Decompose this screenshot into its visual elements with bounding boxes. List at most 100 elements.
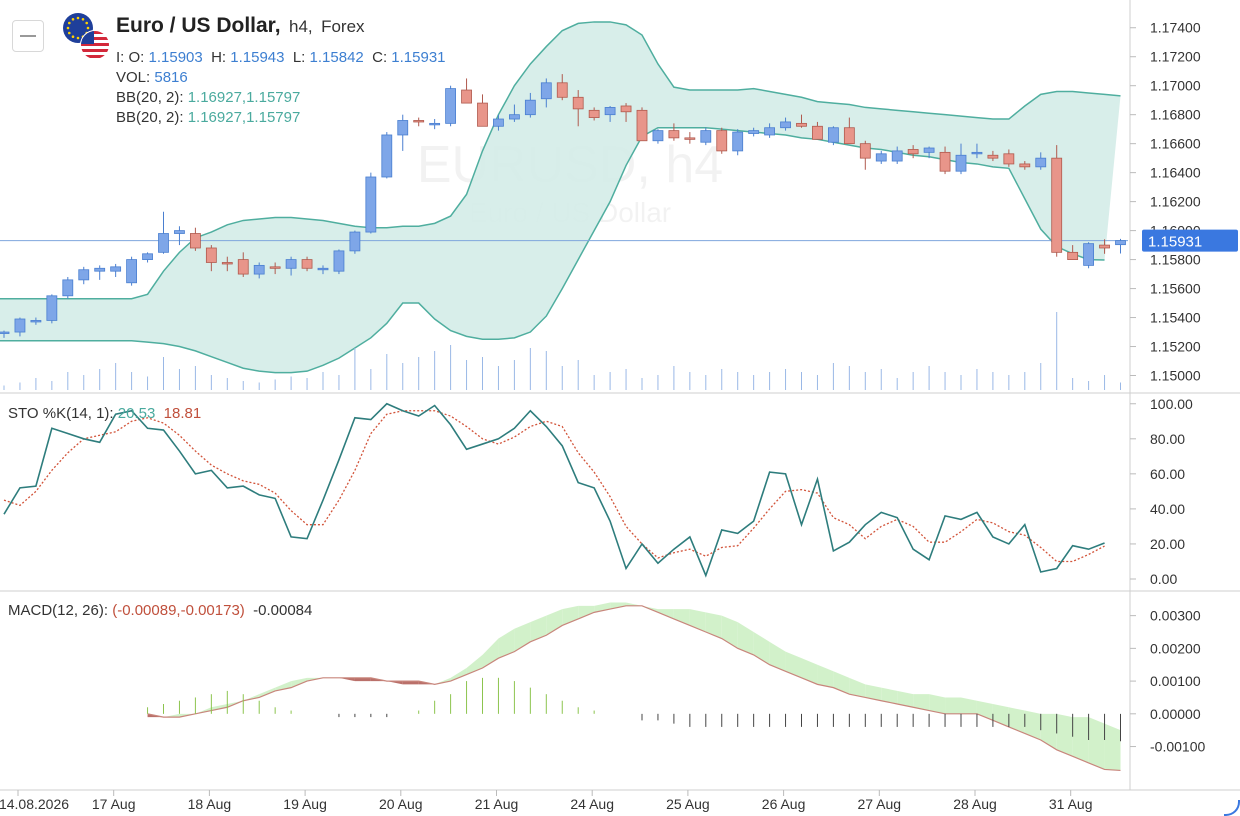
candle xyxy=(875,150,887,164)
open-label: I: O: xyxy=(116,49,145,66)
candle-body xyxy=(46,295,58,321)
candle xyxy=(540,78,552,108)
low-value: 1.15842 xyxy=(309,49,364,66)
time-tick-label: 27 Aug xyxy=(857,796,901,812)
last-price-tag: 1.15931 xyxy=(1142,229,1238,252)
price-tick-label: 1.16600 xyxy=(1150,136,1201,152)
candle xyxy=(636,107,648,142)
candle-body xyxy=(620,105,632,113)
sto-k-value: 20.53 xyxy=(117,405,156,422)
candle xyxy=(365,172,377,234)
close-label: C: xyxy=(372,49,388,66)
candle xyxy=(94,265,106,280)
macd-area-segment xyxy=(530,615,547,642)
time-tick-label: 17 Aug xyxy=(92,796,136,812)
macd-tick-label: 0.00200 xyxy=(1150,640,1201,656)
candle-body xyxy=(748,130,760,134)
candle-body xyxy=(1019,163,1031,168)
candle-body xyxy=(588,109,600,118)
macd-area-segment xyxy=(163,713,180,718)
candle xyxy=(110,263,122,277)
candle-body xyxy=(126,259,137,284)
instrument-name: Euro / US Dollar, xyxy=(116,14,281,37)
macd-area-segment xyxy=(1072,717,1089,763)
collapse-button[interactable] xyxy=(12,20,44,52)
band-upper-line xyxy=(0,21,1121,300)
candle xyxy=(1019,161,1031,170)
macd-area-segment xyxy=(833,671,850,695)
price-tick-label: 1.16400 xyxy=(1150,165,1201,181)
candle-body xyxy=(604,107,616,116)
candle-body xyxy=(700,130,712,143)
candle xyxy=(907,145,919,159)
candle xyxy=(221,256,233,272)
bb-legend-2: BB(20, 2): 1.16927,1.15797 xyxy=(116,108,300,128)
macd-area-segment xyxy=(1024,710,1041,740)
candle xyxy=(843,117,855,145)
candle xyxy=(620,103,632,122)
candle xyxy=(317,265,329,275)
candle xyxy=(1099,239,1110,254)
candle xyxy=(126,256,137,286)
candle xyxy=(429,119,441,130)
candle-body xyxy=(461,89,472,104)
candle-body xyxy=(221,262,233,265)
candle xyxy=(732,129,744,156)
candle xyxy=(1083,242,1094,269)
candle xyxy=(62,276,74,299)
time-tick-label: 21 Aug xyxy=(475,796,519,812)
candle xyxy=(987,150,999,162)
candles[interactable] xyxy=(0,74,1126,338)
time-tick-label: 26 Aug xyxy=(762,796,806,812)
time-tick-label: 18 Aug xyxy=(188,796,232,812)
candle-body xyxy=(413,120,425,123)
candle xyxy=(1035,152,1047,170)
candle xyxy=(413,117,425,127)
macd-area-segment xyxy=(849,677,866,698)
eur-usd-flag-icon xyxy=(63,13,110,60)
market-label: Forex xyxy=(321,17,365,36)
candle-body xyxy=(0,331,10,334)
sto-tick-label: 80.00 xyxy=(1150,431,1185,447)
macd-area-segment xyxy=(1088,717,1105,770)
candle-body xyxy=(269,266,281,269)
macd-area-segment xyxy=(243,694,260,701)
macd-tick-label: 0.00300 xyxy=(1150,608,1201,624)
candle-body xyxy=(636,109,648,142)
low-label: L: xyxy=(292,49,306,66)
sto-tick-label: 100.00 xyxy=(1150,396,1193,412)
candle-body xyxy=(110,266,122,272)
candle-body xyxy=(237,259,249,275)
candle-body xyxy=(572,96,584,110)
candle xyxy=(939,146,951,175)
candle xyxy=(189,227,201,251)
candle xyxy=(971,143,983,159)
candle-body xyxy=(30,320,42,323)
candle xyxy=(205,245,217,272)
macd-label: MACD(12, 26): xyxy=(8,602,109,619)
candle-body xyxy=(987,154,999,159)
time-tick-label: 24 Aug xyxy=(570,796,614,812)
candle-body xyxy=(349,231,361,252)
candle xyxy=(30,317,42,325)
candle-body xyxy=(78,269,90,281)
price-tick-label: 1.17200 xyxy=(1150,49,1201,65)
candle xyxy=(588,107,600,121)
macd-area-segment xyxy=(657,609,674,619)
candle xyxy=(684,132,696,144)
candle-body xyxy=(684,137,696,140)
candle-body xyxy=(843,127,855,145)
macd-area-segment xyxy=(338,677,355,682)
candle xyxy=(0,330,10,338)
candle xyxy=(796,114,807,128)
candle-body xyxy=(939,151,951,172)
sto-tick-label: 20.00 xyxy=(1150,536,1185,552)
candle xyxy=(1051,145,1063,257)
volume-legend: VOL: 5816 xyxy=(116,68,188,88)
macd-area-segment xyxy=(275,681,292,691)
macd-area-segment xyxy=(1056,713,1073,757)
bb-label: BB(20, 2): xyxy=(116,89,184,106)
candle xyxy=(301,256,313,272)
sto-tick-label: 40.00 xyxy=(1150,501,1185,517)
